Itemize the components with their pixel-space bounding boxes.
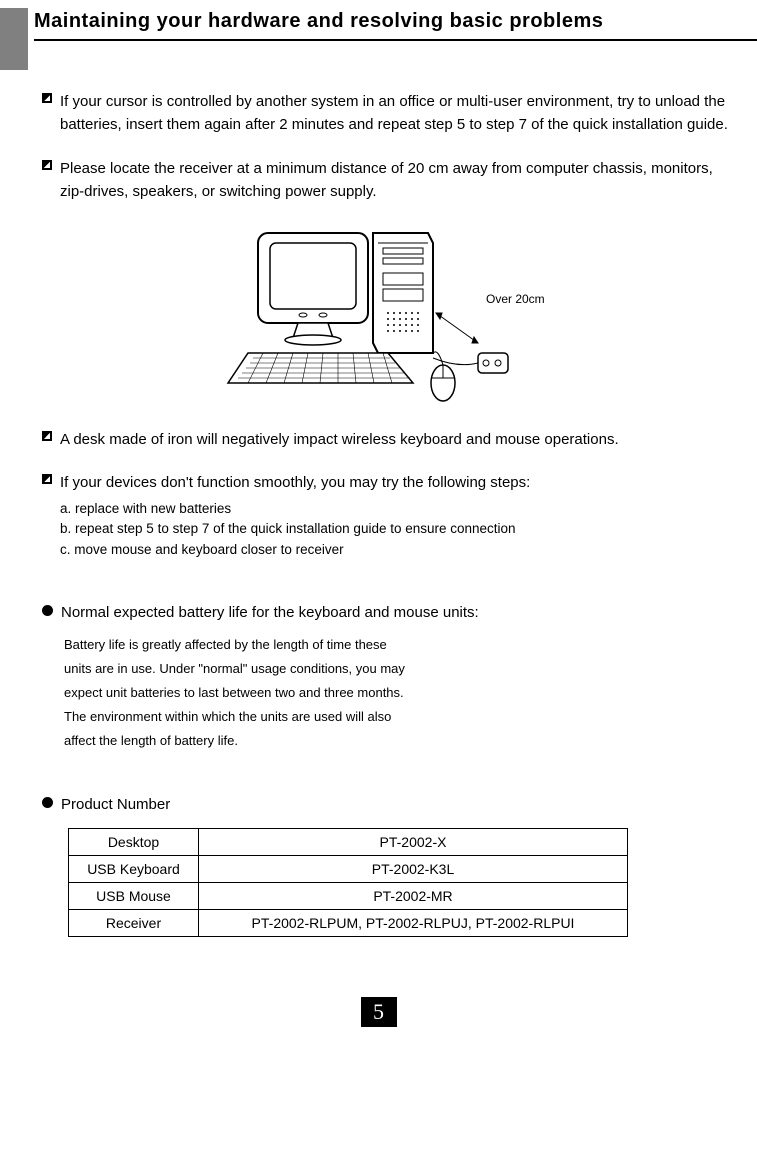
bullet-text: If your devices don't function smoothly,… xyxy=(60,471,530,494)
table-row: Desktop PT-2002-X xyxy=(69,829,628,856)
square-bullet-icon xyxy=(42,431,52,441)
circle-bullet-icon xyxy=(42,605,53,616)
cell-label: Receiver xyxy=(69,910,199,937)
battery-life-description: Battery life is greatly affected by the … xyxy=(64,633,733,753)
table-row: USB Mouse PT-2002-MR xyxy=(69,883,628,910)
battery-line: units are in use. Under "normal" usage c… xyxy=(64,657,733,681)
bullet-text: If your cursor is controlled by another … xyxy=(60,90,733,137)
bullet-text: Product Number xyxy=(61,793,170,816)
product-number-table: Desktop PT-2002-X USB Keyboard PT-2002-K… xyxy=(68,828,628,937)
circle-bullet-icon xyxy=(42,797,53,808)
battery-line: The environment within which the units a… xyxy=(64,705,733,729)
page-title: Maintaining your hardware and resolving … xyxy=(34,10,757,37)
header-right: Maintaining your hardware and resolving … xyxy=(28,8,757,41)
step-b: b. repeat step 5 to step 7 of the quick … xyxy=(60,519,733,540)
cell-value: PT-2002-X xyxy=(199,829,628,856)
header-accent-block xyxy=(0,8,28,70)
page-number-wrap: 5 xyxy=(0,997,757,1027)
square-bullet-icon xyxy=(42,474,52,484)
battery-line: affect the length of battery life. xyxy=(64,729,733,753)
page: Maintaining your hardware and resolving … xyxy=(0,8,757,1067)
bullet-receiver-distance: Please locate the receiver at a minimum … xyxy=(42,157,733,204)
table-row: Receiver PT-2002-RLPUM, PT-2002-RLPUJ, P… xyxy=(69,910,628,937)
square-bullet-icon xyxy=(42,93,52,103)
header-underline xyxy=(34,39,757,41)
cell-value: PT-2002-K3L xyxy=(199,856,628,883)
bullet-text: Normal expected battery life for the key… xyxy=(61,601,479,624)
computer-illustration-icon: Over 20cm xyxy=(218,223,558,403)
cell-value: PT-2002-RLPUM, PT-2002-RLPUJ, PT-2002-RL… xyxy=(199,910,628,937)
page-number: 5 xyxy=(361,997,397,1027)
step-c: c. move mouse and keyboard closer to rec… xyxy=(60,540,733,561)
bullet-product-number: Product Number xyxy=(42,793,733,816)
content: If your cursor is controlled by another … xyxy=(0,70,757,937)
bullet-text: A desk made of iron will negatively impa… xyxy=(60,428,619,451)
cell-label: USB Mouse xyxy=(69,883,199,910)
table-row: USB Keyboard PT-2002-K3L xyxy=(69,856,628,883)
bullet-text: Please locate the receiver at a minimum … xyxy=(60,157,733,204)
cell-label: USB Keyboard xyxy=(69,856,199,883)
battery-line: expect unit batteries to last between tw… xyxy=(64,681,733,705)
bullet-iron-desk: A desk made of iron will negatively impa… xyxy=(42,428,733,451)
troubleshoot-steps: a. replace with new batteries b. repeat … xyxy=(60,499,733,562)
cell-label: Desktop xyxy=(69,829,199,856)
bullet-cursor-control: If your cursor is controlled by another … xyxy=(42,90,733,137)
bullet-troubleshoot: If your devices don't function smoothly,… xyxy=(42,471,733,494)
computer-diagram: Over 20cm xyxy=(42,223,733,408)
cell-value: PT-2002-MR xyxy=(199,883,628,910)
header-bar: Maintaining your hardware and resolving … xyxy=(0,8,757,70)
square-bullet-icon xyxy=(42,160,52,170)
bullet-battery-life: Normal expected battery life for the key… xyxy=(42,601,733,624)
diagram-distance-label: Over 20cm xyxy=(486,292,545,306)
step-a: a. replace with new batteries xyxy=(60,499,733,520)
battery-line: Battery life is greatly affected by the … xyxy=(64,633,733,657)
